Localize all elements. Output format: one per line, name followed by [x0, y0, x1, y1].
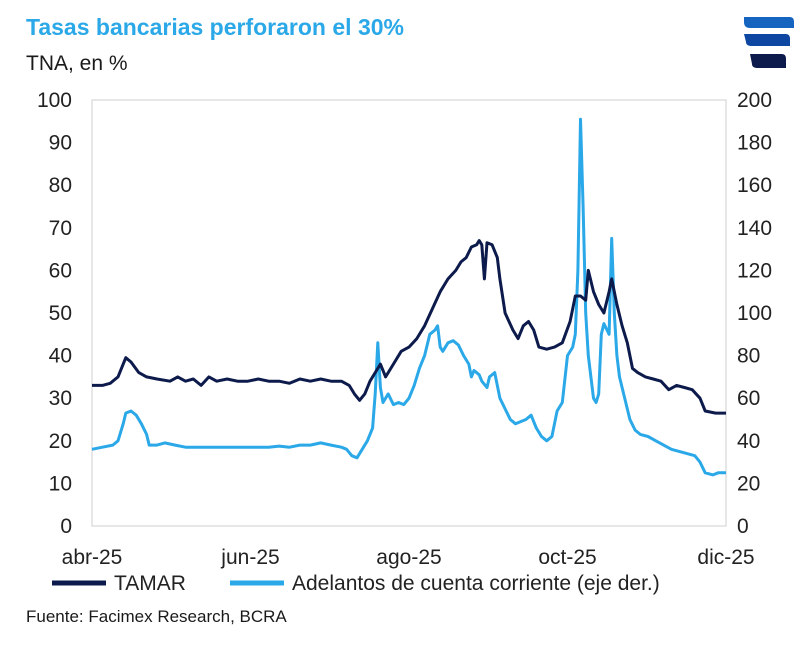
y-axis-right: 0 20 40 60 80 100 120 140 160 180 200 — [737, 89, 772, 538]
x-tick-label: abr-25 — [62, 546, 123, 569]
y-tick-right: 40 — [737, 430, 760, 453]
y-axis-left: 0 10 20 30 40 50 60 70 80 90 100 — [37, 89, 72, 538]
y-tick-right: 160 — [737, 174, 772, 197]
y-tick-left: 90 — [49, 132, 72, 155]
y-tick-right: 100 — [737, 302, 772, 325]
y-tick-right: 80 — [737, 345, 760, 368]
x-axis: abr-25 jun-25 ago-25 oct-25 dic-25 — [62, 546, 755, 569]
y-tick-left: 50 — [49, 302, 72, 325]
source-note: Fuente: Facimex Research, BCRA — [26, 607, 287, 626]
y-tick-right: 180 — [737, 132, 772, 155]
chart-subtitle: TNA, en % — [26, 52, 128, 75]
y-tick-left: 80 — [49, 174, 72, 197]
y-tick-right: 60 — [737, 387, 760, 410]
x-tick-label: jun-25 — [220, 546, 279, 569]
y-tick-left: 60 — [49, 259, 72, 282]
y-tick-right: 200 — [737, 89, 772, 112]
facimex-logo — [744, 17, 794, 68]
y-tick-left: 10 — [49, 472, 72, 495]
y-tick-right: 120 — [737, 259, 772, 282]
x-tick-label: oct-25 — [538, 546, 596, 569]
logo-bar-bottom — [750, 54, 786, 68]
y-tick-left: 40 — [49, 345, 72, 368]
series-line-tamar — [92, 239, 726, 415]
y-tick-left: 30 — [49, 387, 72, 410]
logo-bar-top — [744, 17, 794, 28]
x-tick-label: dic-25 — [697, 546, 754, 569]
logo-bar-middle — [744, 34, 790, 46]
y-tick-right: 140 — [737, 217, 772, 240]
y-tick-right: 0 — [737, 515, 749, 538]
y-tick-right: 20 — [737, 472, 760, 495]
legend-label-tamar: TAMAR — [114, 572, 186, 595]
x-tick-label: ago-25 — [376, 546, 441, 569]
legend-label-adelantos: Adelantos de cuenta corriente (eje der.) — [292, 572, 660, 595]
series-line-adelantos — [91, 117, 726, 477]
chart-title: Tasas bancarias perforaron el 30% — [26, 14, 404, 40]
y-tick-left: 20 — [49, 430, 72, 453]
y-tick-left: 0 — [60, 515, 72, 538]
legend: TAMAR Adelantos de cuenta corriente (eje… — [52, 572, 660, 595]
plot-area-border — [91, 99, 727, 527]
y-tick-left: 100 — [37, 89, 72, 112]
y-tick-left: 70 — [49, 217, 72, 240]
